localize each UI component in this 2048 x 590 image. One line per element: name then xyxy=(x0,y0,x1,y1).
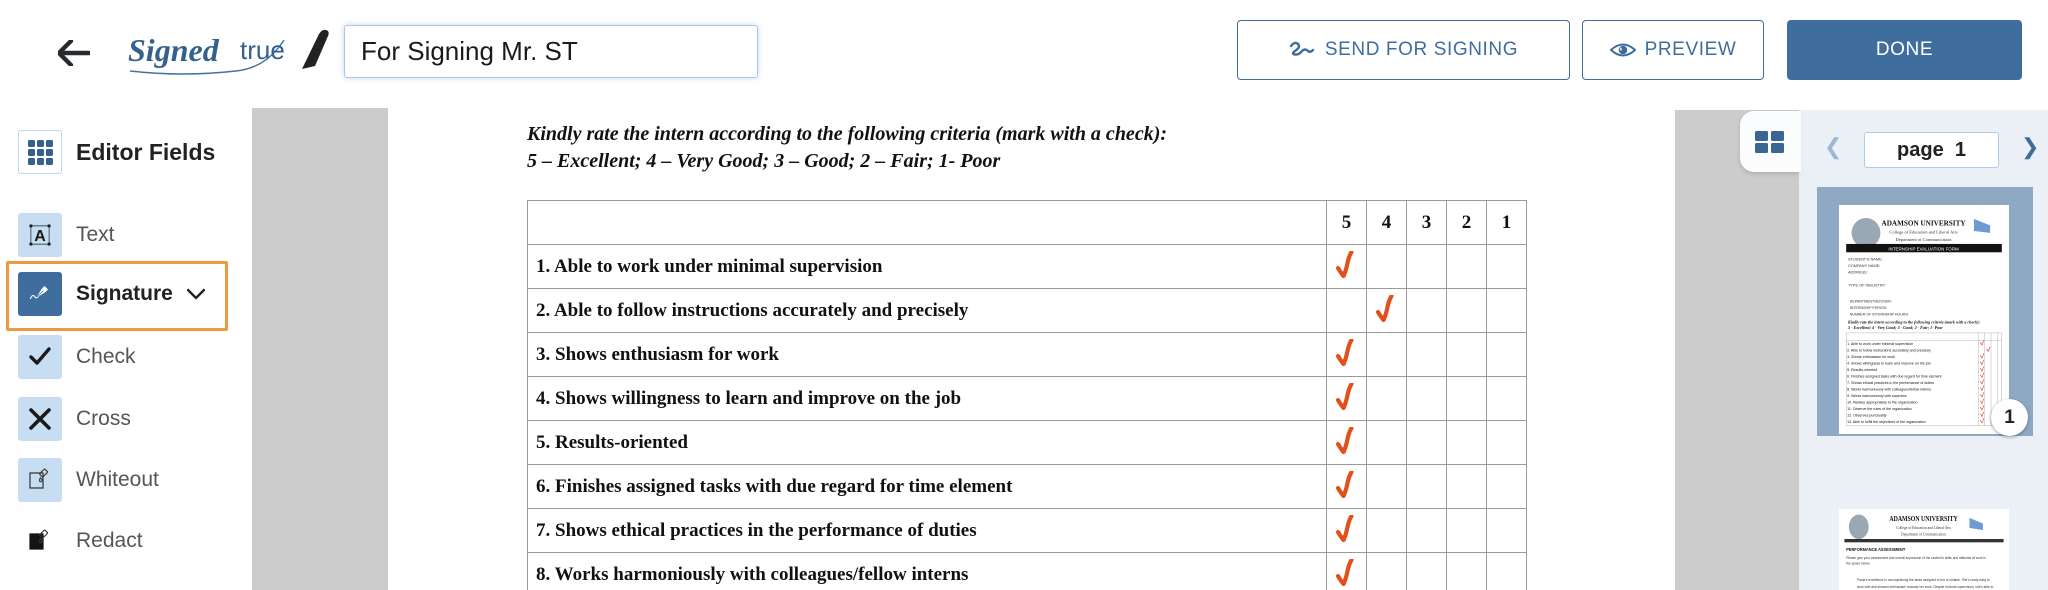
svg-text:COMPANY NAME:: COMPANY NAME: xyxy=(1848,263,1880,268)
svg-text:ADAMSON UNIVERSITY: ADAMSON UNIVERSITY xyxy=(1882,218,1967,227)
svg-text:10. Relates appropriately to t: 10. Relates appropriately to the organiz… xyxy=(1847,400,1917,404)
svg-text:9. Works harmoniously with sup: 9. Works harmoniously with superiors xyxy=(1847,394,1907,398)
svg-text:A: A xyxy=(34,228,46,245)
svg-text:11. Observe the rules of the o: 11. Observe the rules of the organizatio… xyxy=(1847,407,1912,411)
svg-text:8. Works harmoniously with col: 8. Works harmoniously with colleagues/fe… xyxy=(1847,387,1931,391)
svg-text:TYPE OF INDUSTRY:: TYPE OF INDUSTRY: xyxy=(1848,283,1886,288)
svg-text:ADAMSON UNIVERSITY: ADAMSON UNIVERSITY xyxy=(1889,516,1958,524)
svg-text:5. Results-oriented: 5. Results-oriented xyxy=(1847,368,1877,372)
svg-text:5 - Excellent; 4 - Very Good;: 5 - Excellent; 4 - Very Good; 3 - Good; … xyxy=(1848,325,1943,330)
svg-text:Please give your assessment an: Please give your assessment and overall … xyxy=(1846,556,1986,560)
svg-text:4. Shows willingness to learn: 4. Shows willingness to learn and improv… xyxy=(1847,361,1931,365)
svg-text:work with and showed enthusias: work with and showed enthusiasm towards … xyxy=(1857,585,1993,589)
svg-text:Kindly rate the intern accordi: Kindly rate the intern according to the … xyxy=(1847,320,1981,325)
svg-text:NUMBER OF INTERNSHIP HOURS:: NUMBER OF INTERNSHIP HOURS: xyxy=(1850,312,1909,316)
svg-text:ADDRESS:: ADDRESS: xyxy=(1848,270,1868,275)
svg-text:7. Shows ethical practices in: 7. Shows ethical practices in the perfor… xyxy=(1847,381,1934,385)
svg-text:PERFORMANCE ASSESSMENT: PERFORMANCE ASSESSMENT xyxy=(1846,547,1905,552)
svg-text:Signed: Signed xyxy=(128,32,220,68)
svg-text:DEPARTMENT/ADVISER:: DEPARTMENT/ADVISER: xyxy=(1850,299,1892,303)
svg-text:1. Able to work under minimal: 1. Able to work under minimal supervisio… xyxy=(1847,342,1913,346)
svg-text:13. Able to fulfill the object: 13. Able to fulfill the objectives of th… xyxy=(1847,420,1926,424)
svg-text:Paola's excellence in accompli: Paola's excellence in accomplishing the … xyxy=(1857,578,1990,582)
svg-text:INTERNSHIP EVALUATION FORM: INTERNSHIP EVALUATION FORM xyxy=(1888,246,1959,251)
svg-text:College of Education and Liber: College of Education and Liberal Arts xyxy=(1896,525,1951,530)
svg-text:12. Observes punctuality: 12. Observes punctuality xyxy=(1847,413,1887,417)
svg-text:the space below.: the space below. xyxy=(1846,561,1870,565)
svg-text:true: true xyxy=(240,35,285,65)
svg-text:INTERNSHIP PERIOD:: INTERNSHIP PERIOD: xyxy=(1850,306,1887,310)
svg-text:3. Shows enthusiasm for work: 3. Shows enthusiasm for work xyxy=(1847,355,1895,359)
svg-text:STUDENT'S NAME:: STUDENT'S NAME: xyxy=(1848,257,1883,262)
svg-text:Department of Communication: Department of Communication xyxy=(1901,531,1946,536)
svg-text:6. Finishes assigned tasks wit: 6. Finishes assigned tasks with due rega… xyxy=(1847,374,1941,378)
svg-text:2. Able to follow instructions: 2. Able to follow instructions accuratel… xyxy=(1847,348,1931,352)
svg-text:Department of Communication: Department of Communication xyxy=(1896,237,1953,242)
svg-text:College of Education and Liber: College of Education and Liberal Arts xyxy=(1889,230,1957,235)
